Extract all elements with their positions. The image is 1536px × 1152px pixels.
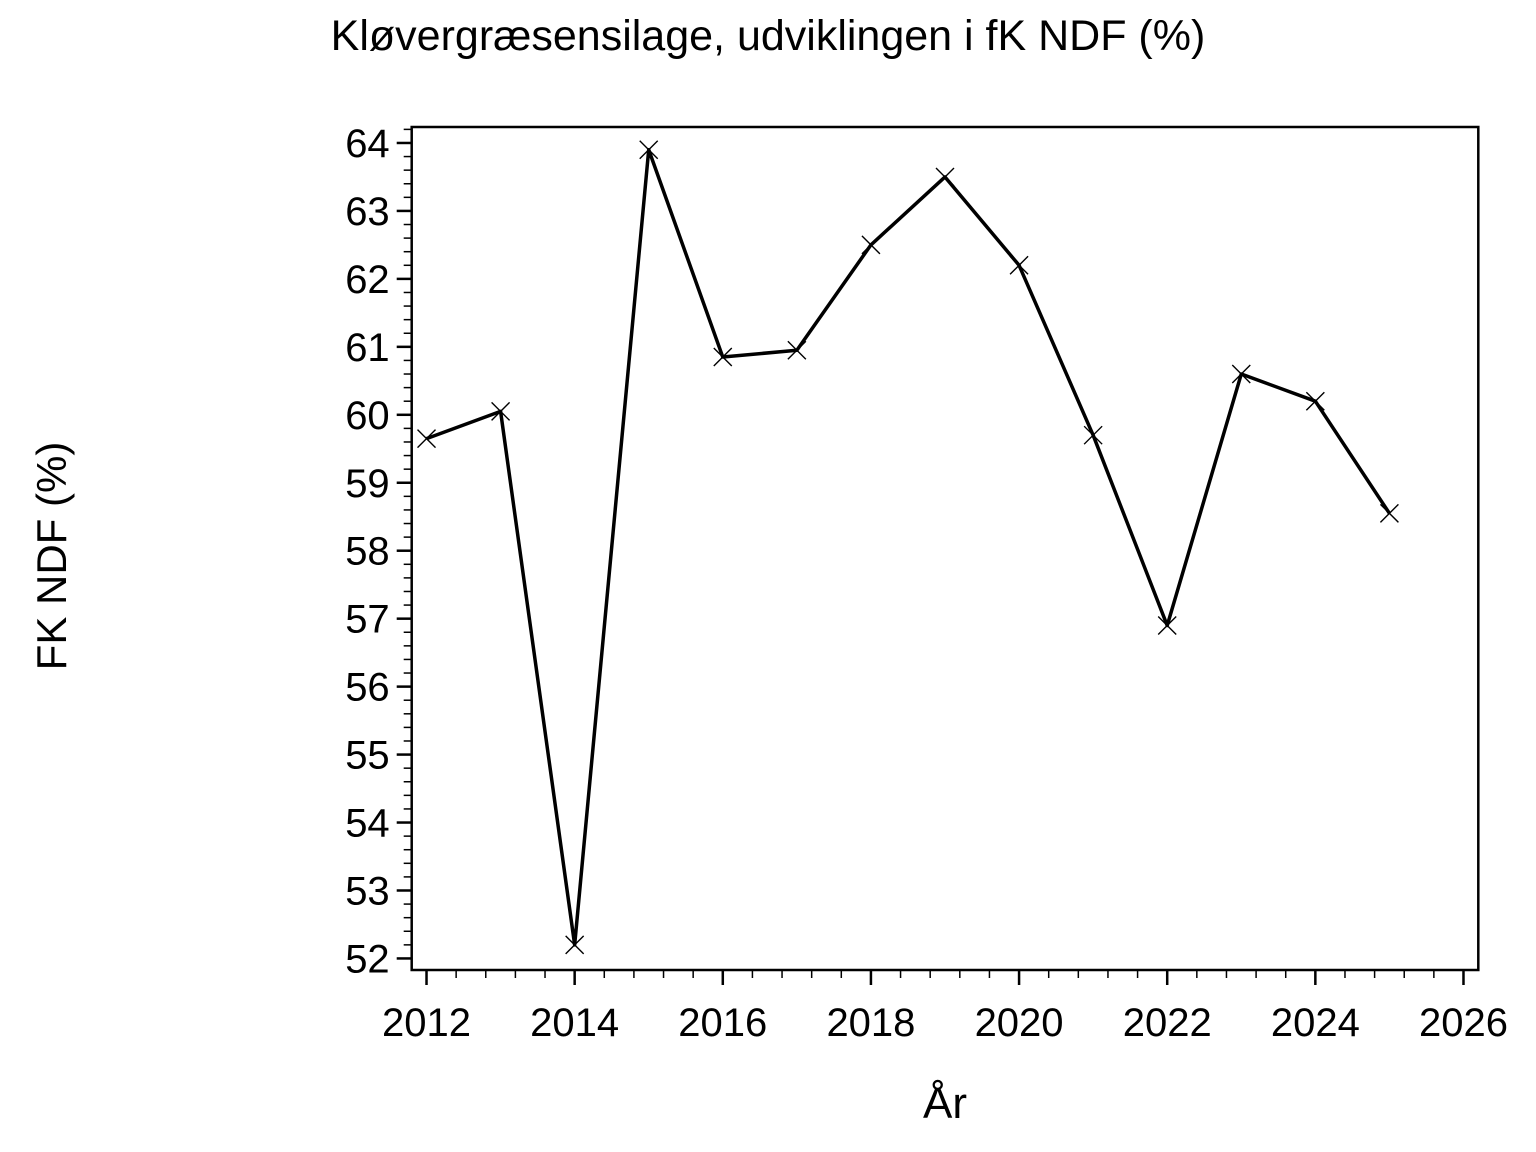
x-axis-tick-label: 2024 (1271, 1001, 1360, 1045)
y-axis-tick-label: 59 (345, 462, 390, 506)
x-axis-tick-label: 2026 (1419, 1001, 1508, 1045)
data-point-marker (1379, 503, 1399, 523)
y-axis-tick-label: 53 (345, 869, 390, 913)
x-axis-tick-label: 2012 (382, 1001, 471, 1045)
data-point-marker (639, 140, 659, 160)
plot-frame (410, 125, 1480, 972)
y-axis-tick-label: 62 (345, 258, 390, 302)
data-point-marker (1305, 391, 1325, 411)
data-point-marker (1009, 255, 1029, 275)
y-axis-tick-label: 61 (345, 326, 390, 370)
y-axis-tick-label: 57 (345, 598, 390, 642)
y-axis-tick-label: 56 (345, 666, 390, 710)
x-axis-tick-label: 2018 (826, 1001, 915, 1045)
data-point-marker (935, 167, 955, 187)
x-axis-label: År (923, 1079, 967, 1128)
y-axis-tick-label: 63 (345, 190, 390, 234)
x-axis-tick-label: 2014 (530, 1001, 619, 1045)
data-point-marker (1083, 425, 1103, 445)
data-point-marker (861, 235, 881, 255)
y-axis-tick-label: 58 (345, 530, 390, 574)
y-axis-tick-label: 64 (345, 122, 390, 166)
x-axis-tick-label: 2020 (975, 1001, 1064, 1045)
y-axis-tick-label: 52 (345, 937, 390, 981)
data-point-marker (787, 340, 807, 360)
data-point-marker (565, 935, 585, 955)
data-point-marker (1157, 615, 1177, 635)
data-series-line (425, 148, 1391, 947)
chart-title: Kløvergræsensilage, udviklingen i fK NDF… (330, 12, 1206, 60)
x-axis-tick-label: 2022 (1123, 1001, 1212, 1045)
data-point-marker (491, 401, 511, 421)
data-point-marker (1231, 364, 1251, 384)
data-point-marker (713, 347, 733, 367)
x-axis-tick-label: 2016 (678, 1001, 767, 1045)
y-axis-tick-label: 60 (345, 394, 390, 438)
y-axis-tick-label: 54 (345, 802, 390, 846)
y-axis-tick-label: 55 (345, 734, 390, 778)
data-point-marker (417, 429, 437, 449)
